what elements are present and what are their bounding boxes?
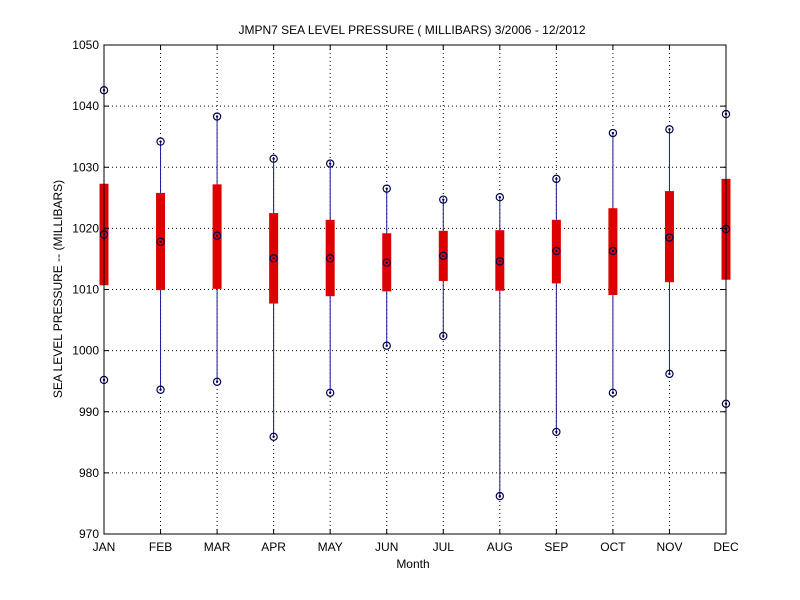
max-marker bbox=[665, 125, 674, 134]
x-tick-label: MAR bbox=[204, 540, 231, 554]
median-marker bbox=[212, 231, 222, 240]
y-tick-label: 1040 bbox=[72, 99, 99, 113]
median-marker-dot bbox=[498, 260, 502, 263]
y-tick-label: 990 bbox=[79, 405, 99, 419]
x-tick-label: AUG bbox=[487, 540, 513, 554]
min-marker bbox=[439, 331, 448, 341]
min-marker bbox=[212, 377, 222, 386]
max-marker bbox=[269, 154, 278, 163]
chart-title: JMPN7 SEA LEVEL PRESSURE ( MILLIBARS) 3/… bbox=[238, 23, 585, 37]
median-marker-dot bbox=[442, 254, 445, 258]
y-tick-label: 1000 bbox=[72, 344, 99, 358]
min-marker-dot bbox=[328, 391, 332, 395]
min-marker bbox=[156, 385, 165, 394]
y-tick-label: 1010 bbox=[72, 283, 99, 297]
min-marker-dot bbox=[555, 430, 558, 434]
x-tick-label: JAN bbox=[93, 540, 116, 554]
box-may bbox=[325, 159, 335, 398]
max-marker-dot bbox=[272, 157, 275, 160]
max-marker bbox=[439, 195, 448, 204]
min-marker-dot bbox=[272, 435, 275, 439]
max-marker-dot bbox=[385, 187, 388, 190]
box-nov bbox=[664, 125, 674, 379]
min-marker bbox=[608, 388, 618, 398]
max-marker-dot bbox=[498, 196, 502, 199]
max-marker bbox=[495, 193, 505, 202]
median-marker-dot bbox=[555, 249, 558, 253]
median-marker bbox=[495, 257, 505, 266]
min-marker bbox=[269, 432, 278, 442]
x-tick-label: APR bbox=[261, 540, 286, 554]
median-marker bbox=[325, 254, 335, 263]
median-marker bbox=[269, 254, 278, 263]
max-marker-dot bbox=[668, 128, 671, 131]
max-marker bbox=[325, 159, 335, 168]
y-tick-label: 1050 bbox=[72, 38, 99, 52]
box-aug bbox=[495, 193, 505, 501]
box-oct bbox=[608, 128, 618, 398]
min-marker-dot bbox=[611, 391, 615, 395]
box-apr bbox=[269, 154, 279, 442]
box-jun bbox=[382, 184, 392, 350]
y-tick-label: 1030 bbox=[72, 160, 99, 174]
max-marker bbox=[156, 137, 165, 146]
min-marker-dot bbox=[159, 388, 162, 391]
box-sep bbox=[551, 174, 561, 437]
median-marker bbox=[382, 258, 391, 267]
median-marker-dot bbox=[215, 234, 219, 237]
median-marker bbox=[665, 233, 674, 242]
min-marker-dot bbox=[668, 372, 671, 376]
median-marker-dot bbox=[272, 257, 275, 260]
axis-ticks: 970 980 990 1000 1010 1020 1030 1040 1050 JAN FEB M… bbox=[72, 38, 739, 554]
median-marker bbox=[552, 246, 561, 256]
x-tick-label: JUL bbox=[433, 540, 455, 554]
median-marker-dot bbox=[668, 236, 671, 239]
median-marker bbox=[439, 251, 448, 261]
max-marker bbox=[552, 174, 561, 184]
median-marker-dot bbox=[385, 261, 388, 264]
max-marker bbox=[608, 128, 618, 138]
max-marker-dot bbox=[611, 131, 615, 135]
x-tick-label: SEP bbox=[544, 540, 568, 554]
x-tick-label: FEB bbox=[149, 540, 172, 554]
min-marker-dot bbox=[498, 494, 502, 498]
min-marker bbox=[325, 388, 335, 398]
max-marker-dot bbox=[159, 140, 162, 143]
max-marker-dot bbox=[215, 115, 219, 118]
y-axis-label: SEA LEVEL PRESSURE -- (MILLIBARS) bbox=[51, 180, 65, 398]
y-tick-label: 980 bbox=[79, 466, 99, 480]
box-jul bbox=[438, 195, 448, 341]
max-marker-dot bbox=[328, 162, 332, 165]
x-tick-label: DEC bbox=[713, 540, 739, 554]
min-marker bbox=[382, 341, 391, 350]
max-marker-dot bbox=[555, 177, 558, 181]
max-marker bbox=[382, 184, 391, 193]
min-marker bbox=[552, 427, 561, 437]
median-marker-dot bbox=[611, 249, 615, 253]
max-marker bbox=[212, 112, 222, 121]
x-tick-label: OCT bbox=[600, 540, 626, 554]
y-tick-label: 1020 bbox=[72, 221, 99, 235]
x-tick-label: JUN bbox=[375, 540, 398, 554]
x-tick-label: MAY bbox=[318, 540, 343, 554]
max-marker-dot bbox=[442, 198, 445, 201]
box-feb bbox=[156, 137, 166, 394]
min-marker bbox=[495, 491, 505, 501]
min-marker-dot bbox=[442, 334, 445, 338]
min-marker bbox=[665, 369, 674, 379]
x-tick-label: NOV bbox=[656, 540, 682, 554]
median-marker-dot bbox=[159, 240, 162, 244]
x-axis-label: Month bbox=[396, 557, 429, 571]
box-mar bbox=[212, 112, 222, 386]
median-marker bbox=[156, 237, 165, 247]
min-marker-dot bbox=[215, 380, 219, 383]
median-marker bbox=[608, 246, 618, 256]
median-marker-dot bbox=[328, 257, 332, 260]
min-marker-dot bbox=[385, 344, 388, 347]
y-tick-label: 970 bbox=[79, 527, 99, 541]
